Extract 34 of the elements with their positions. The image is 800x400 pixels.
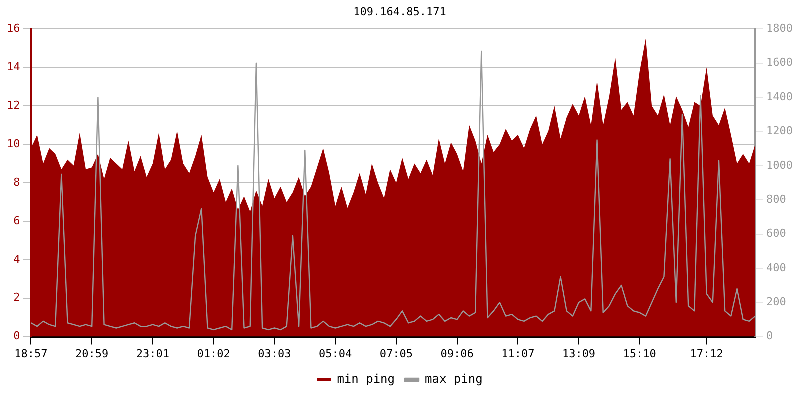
x-tick-label: 09:06 [440,347,474,360]
legend-label: max ping [425,372,483,386]
x-tick-label: 15:10 [623,347,656,360]
y2-tick-label: 400 [766,261,786,274]
x-tick-label: 20:59 [76,347,109,360]
y-tick-label: 12 [6,98,20,112]
y2-tick-label: 1000 [766,158,794,172]
chart-title: 109.164.85.171 [354,5,446,18]
y-tick-label: 10 [6,137,20,150]
y2-tick-label: 600 [766,227,786,240]
y2-tick-label: 800 [766,192,786,206]
y-tick-label: 16 [6,22,20,36]
y-tick-label: 6 [14,214,20,228]
y2-tick-label: 0 [766,330,774,343]
x-tick-label: 03:03 [258,347,292,360]
x-tick-label: 07:05 [380,347,413,360]
y2-tick-label: 1400 [766,90,794,104]
x-tick-label: 11:07 [502,347,535,360]
y2-tick-label: 1600 [766,56,794,70]
x-tick-label: 18:57 [14,347,48,360]
legend-label: min ping [337,372,395,386]
y2-tick-label: 200 [766,295,786,308]
y-tick-label: 0 [14,330,20,343]
y2-tick-label: 1200 [766,124,794,138]
y-tick-label: 8 [14,176,20,189]
y-tick-label: 14 [6,60,21,74]
x-tick-label: 17:12 [690,347,724,360]
y-tick-label: 4 [14,252,21,266]
x-tick-label: 23:01 [136,347,170,360]
x-tick-label: 13:09 [562,347,596,360]
x-tick-label: 05:04 [318,347,352,360]
y-tick-label: 2 [14,291,20,304]
x-tick-label: 01:02 [197,347,230,360]
y2-tick-label: 1800 [766,22,794,36]
